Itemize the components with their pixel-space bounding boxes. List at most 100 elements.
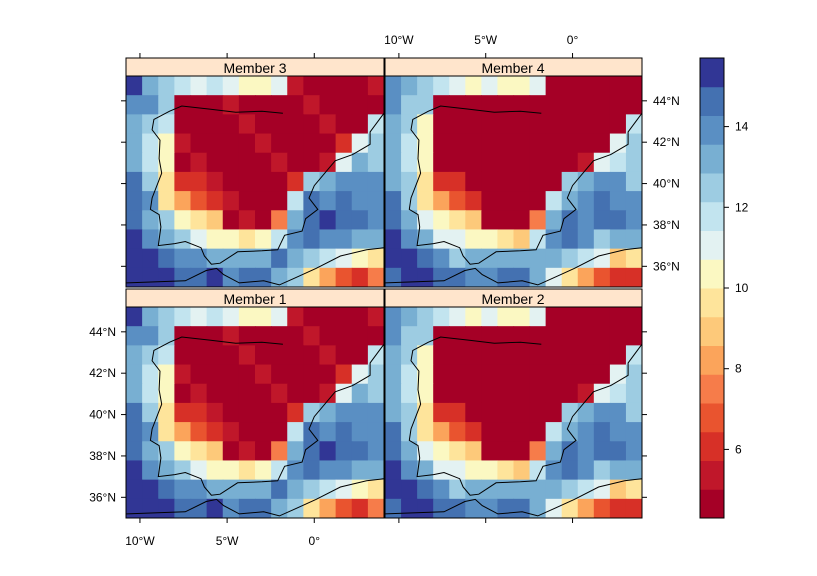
- coastline: [385, 336, 642, 517]
- grid-cell: [174, 441, 192, 462]
- grid-cell: [385, 248, 402, 269]
- grid-cell: [287, 152, 304, 173]
- grid-cell: [238, 422, 256, 442]
- grid-cell: [190, 402, 208, 423]
- grid-cell: [593, 345, 611, 366]
- grid-cell: [367, 307, 384, 327]
- grid-cell: [335, 229, 353, 250]
- grid-cell: [417, 114, 434, 135]
- grid-cell: [287, 326, 304, 346]
- africa-coastline: [385, 247, 642, 286]
- grid-cell: [609, 326, 627, 346]
- grid-cell: [174, 267, 192, 287]
- grid-cell: [126, 95, 143, 115]
- colorkey-swatch: [700, 403, 724, 433]
- grid-cell: [367, 441, 384, 462]
- grid-cell: [417, 307, 434, 327]
- grid-cell: [351, 307, 369, 327]
- grid-cell: [497, 248, 515, 269]
- grid-cell: [481, 422, 499, 442]
- grid-cell: [303, 210, 321, 231]
- colorkey-swatch: [700, 86, 724, 116]
- grid-cell: [238, 248, 256, 269]
- grid-cell: [609, 191, 627, 211]
- grid-cell: [449, 210, 466, 231]
- grid-cell: [481, 307, 499, 327]
- grid-cell: [433, 383, 450, 404]
- grid-cell: [577, 76, 595, 96]
- panel-member-4: Member 4: [384, 57, 643, 288]
- grid-cell: [238, 479, 256, 500]
- grid-cell: [335, 95, 353, 115]
- grid-cell: [190, 383, 208, 404]
- grid-cell: [206, 76, 224, 96]
- grid-cell: [255, 326, 272, 346]
- grid-cell: [625, 402, 642, 423]
- grid-cell: [206, 114, 224, 135]
- grid-cell: [271, 210, 288, 231]
- grid-cell: [319, 479, 337, 500]
- x-axis-bottom: 10°W 5°W 0°: [125, 518, 574, 548]
- grid-cell: [481, 95, 499, 115]
- grid-cell: [577, 383, 595, 404]
- grid-cell: [158, 460, 175, 481]
- grid-cell: [561, 307, 579, 327]
- grid-cell: [367, 229, 384, 250]
- grid-cell: [351, 191, 369, 211]
- grid-cell: [190, 422, 208, 442]
- grid-cell: [449, 345, 466, 366]
- grid-cell: [238, 402, 256, 423]
- grid-cell: [190, 441, 208, 462]
- grid-cell: [142, 248, 159, 269]
- grid-cell: [222, 114, 240, 135]
- strip-title: Member 3: [223, 60, 286, 76]
- grid-cell: [271, 191, 288, 211]
- grid-cell: [351, 460, 369, 481]
- grid-cell: [319, 383, 337, 404]
- grid-cell: [335, 248, 353, 269]
- grid-cell: [287, 441, 304, 462]
- grid-cell: [545, 364, 563, 385]
- grid-cell: [367, 402, 384, 423]
- grid-cell: [206, 498, 224, 518]
- grid-cell: [319, 326, 337, 346]
- grid-cell: [561, 345, 579, 366]
- grid-cell: [401, 479, 418, 500]
- grid-cell: [609, 76, 627, 96]
- grid-cell: [335, 114, 353, 135]
- grid-cell: [449, 441, 466, 462]
- colorkey-swatch: [700, 316, 724, 346]
- grid-cell: [222, 383, 240, 404]
- grid-cell: [238, 307, 256, 327]
- grid-cell: [417, 229, 434, 250]
- grid-cell: [142, 191, 159, 211]
- grid-cell: [609, 345, 627, 366]
- grid-cell: [529, 422, 547, 442]
- grid-cell: [351, 364, 369, 385]
- grid-cell: [271, 383, 288, 404]
- grid-cell: [609, 498, 627, 518]
- grid-cell: [465, 133, 482, 154]
- grid-cell: [433, 248, 450, 269]
- grid-cell: [385, 267, 402, 287]
- grid-cell: [238, 498, 256, 518]
- panel-border: [125, 306, 385, 519]
- grid-cell: [271, 498, 288, 518]
- grid-cell: [367, 498, 384, 518]
- grid-cell: [385, 441, 402, 462]
- grid-cell: [465, 248, 482, 269]
- grid-cell: [126, 422, 143, 442]
- grid-cell: [593, 191, 611, 211]
- grid-cell: [206, 210, 224, 231]
- grid-cell: [174, 460, 192, 481]
- grid-cell: [367, 326, 384, 346]
- colorkey-tick-label: 8: [735, 362, 742, 376]
- grid-cell: [303, 95, 321, 115]
- grid-cell: [319, 114, 337, 135]
- grid-cell: [513, 345, 531, 366]
- grid-cell: [497, 95, 515, 115]
- grid-cell: [174, 248, 192, 269]
- grid-cell: [529, 191, 547, 211]
- grid-cell: [271, 229, 288, 250]
- grid-cell: [287, 402, 304, 423]
